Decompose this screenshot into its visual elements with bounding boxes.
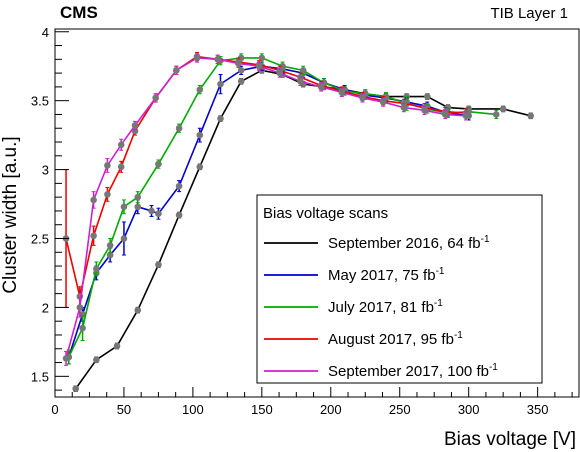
data-point <box>120 203 128 211</box>
y-tick-label: 4 <box>42 25 49 40</box>
data-point <box>134 203 142 211</box>
data-point <box>155 210 162 217</box>
data-point <box>214 56 222 63</box>
data-point <box>297 78 304 85</box>
y-tick-label: 3 <box>42 163 49 178</box>
data-point <box>76 304 84 311</box>
data-point <box>117 163 125 171</box>
data-point <box>441 111 449 118</box>
y-tick-label: 1.5 <box>31 369 49 384</box>
data-point <box>299 67 307 74</box>
series-line <box>75 69 531 390</box>
series-layer <box>62 51 535 393</box>
data-point <box>400 104 408 111</box>
data-point <box>196 131 204 139</box>
data-point <box>276 69 284 77</box>
data-point <box>113 342 121 350</box>
data-point <box>155 261 162 268</box>
legend-entry-label: September 2016, 64 fb-1 <box>328 234 490 252</box>
legend-box <box>256 194 543 384</box>
data-point <box>258 54 266 62</box>
data-point <box>134 193 142 201</box>
plot-frame <box>54 28 580 398</box>
data-point <box>317 83 325 91</box>
legend-entry-label: September 2017, 100 fb-1 <box>328 362 498 380</box>
y-tick-label: 3.5 <box>31 94 49 109</box>
data-point <box>237 78 245 85</box>
x-axis-title: Bias voltage [V] <box>444 429 576 450</box>
data-point <box>117 141 125 149</box>
data-point <box>237 67 245 74</box>
data-point <box>462 112 470 120</box>
data-point <box>235 60 242 67</box>
x-tick-label: 300 <box>458 402 480 417</box>
x-tick-label: 200 <box>320 402 342 417</box>
data-point <box>196 163 204 171</box>
data-point <box>90 196 97 204</box>
data-point <box>131 122 139 129</box>
data-point <box>104 162 111 169</box>
x-tick-label: 100 <box>182 402 204 417</box>
data-point <box>492 111 500 118</box>
data-point <box>173 67 180 74</box>
data-point <box>338 89 346 96</box>
data-point <box>499 105 507 113</box>
data-point <box>424 93 431 100</box>
data-point <box>93 265 100 273</box>
data-point <box>155 160 162 168</box>
data-point <box>104 191 111 198</box>
legend-entry-label: August 2017, 95 fb-1 <box>328 330 463 348</box>
data-point <box>421 107 428 114</box>
x-tick-label: 250 <box>389 402 411 417</box>
legend: Bias voltage scans September 2016, 64 fb… <box>256 194 543 384</box>
y-tick-label: 2 <box>42 300 49 315</box>
data-point <box>72 385 79 393</box>
legend-entry-label: July 2017, 81 fb-1 <box>328 298 443 316</box>
y-tick-label: 2.5 <box>31 231 49 246</box>
series-line <box>65 55 466 297</box>
x-tick-label: 150 <box>251 402 273 417</box>
data-point <box>175 182 183 190</box>
x-tick-label: 50 <box>117 402 131 417</box>
experiment-label: CMS <box>60 3 98 22</box>
data-point <box>175 211 183 219</box>
legend-title: Bias voltage scans <box>263 205 388 222</box>
data-point <box>79 324 86 332</box>
data-point <box>106 242 114 249</box>
data-point <box>134 306 142 314</box>
axis-ticks: 0 50 100 150 200 250 300 350 1.5 2 2.5 3 3.5 4 <box>31 25 573 417</box>
data-point <box>148 207 155 215</box>
data-point <box>175 124 183 132</box>
data-point <box>217 115 224 122</box>
data-point <box>90 232 97 240</box>
data-point <box>217 80 224 88</box>
x-tick-label: 350 <box>527 402 549 417</box>
data-point <box>193 54 201 62</box>
data-point <box>93 356 100 364</box>
data-point <box>527 112 535 120</box>
series-line <box>65 57 466 359</box>
plot-label: TIB Layer 1 <box>490 5 568 22</box>
y-axis-title: Cluster width [a.u.] <box>0 136 21 293</box>
data-point <box>120 235 128 242</box>
data-point <box>255 62 263 70</box>
series-5 <box>62 53 470 366</box>
legend-entry-label: May 2017, 75 fb-1 <box>328 266 445 284</box>
data-point <box>106 251 114 259</box>
data-point <box>152 94 159 102</box>
data-point <box>62 355 70 362</box>
data-point <box>196 86 204 93</box>
data-point <box>379 98 387 106</box>
x-tick-label: 0 <box>51 402 58 417</box>
data-point <box>359 94 366 102</box>
